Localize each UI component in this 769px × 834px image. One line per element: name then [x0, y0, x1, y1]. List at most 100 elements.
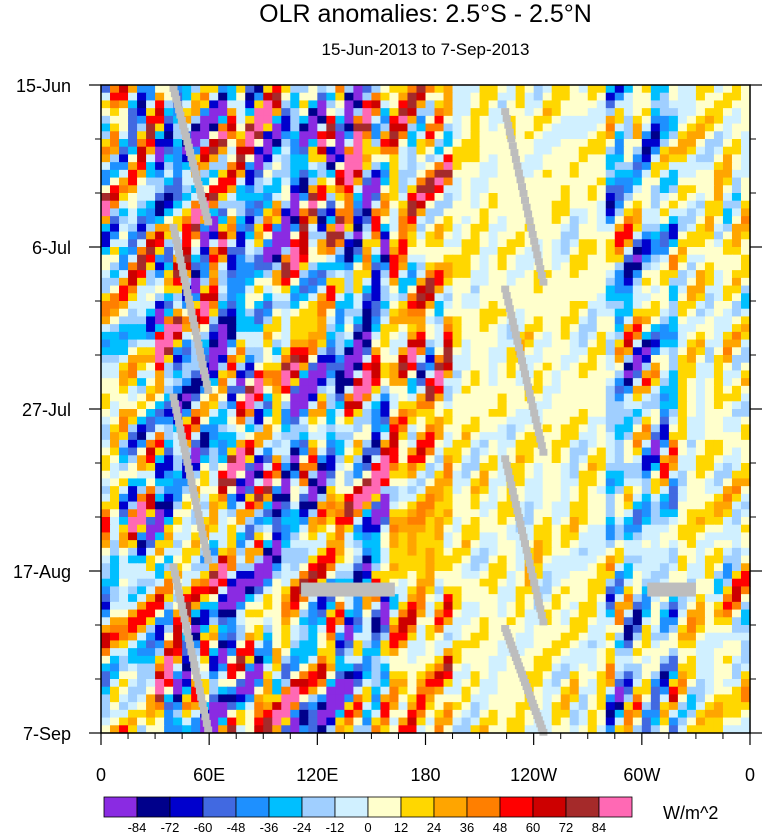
field-cell	[551, 193, 562, 202]
field-cell	[155, 439, 165, 449]
field-cell	[146, 378, 156, 387]
field-cell	[155, 563, 165, 572]
field-cell	[119, 370, 129, 379]
field-cell	[470, 254, 481, 264]
field-cell	[425, 509, 436, 518]
field-cell	[119, 478, 129, 487]
field-cell	[209, 447, 219, 456]
field-cell	[587, 146, 598, 156]
field-cell	[731, 609, 742, 618]
field-cell	[686, 432, 697, 441]
field-cell	[326, 146, 336, 156]
field-cell	[173, 439, 183, 449]
field-cell	[452, 100, 463, 109]
field-cell	[452, 162, 463, 171]
field-cell	[281, 532, 291, 541]
field-cell	[488, 594, 499, 603]
field-cell	[227, 154, 237, 163]
field-cell	[263, 617, 273, 626]
field-cell	[299, 571, 309, 580]
field-cell	[191, 532, 201, 541]
field-cell	[605, 563, 616, 572]
field-cell	[650, 331, 661, 341]
field-cell	[587, 424, 598, 433]
field-cell	[578, 370, 589, 379]
field-cell	[650, 146, 661, 156]
field-cell	[740, 594, 751, 603]
field-cell	[191, 571, 201, 580]
field-cell	[695, 146, 706, 156]
field-cell	[542, 424, 553, 433]
field-cell	[317, 401, 327, 410]
field-cell	[434, 547, 445, 557]
field-cell	[128, 486, 138, 495]
field-cell	[362, 463, 373, 472]
field-cell	[101, 486, 111, 495]
field-cell	[236, 92, 246, 102]
field-cell	[497, 185, 508, 194]
field-cell	[416, 362, 427, 372]
field-cell	[596, 301, 607, 310]
field-cell	[371, 85, 382, 94]
field-cell	[245, 571, 255, 580]
field-cell	[677, 162, 688, 171]
field-cell	[470, 200, 481, 210]
field-cell	[515, 609, 526, 618]
field-cell	[434, 501, 445, 510]
field-cell	[254, 532, 264, 541]
field-cell	[461, 486, 472, 495]
field-cell	[272, 463, 282, 472]
field-cell	[353, 370, 363, 379]
field-cell	[191, 139, 201, 148]
field-cell	[146, 331, 156, 341]
field-cell	[524, 524, 535, 534]
field-cell	[110, 555, 120, 564]
field-cell	[560, 378, 571, 387]
field-cell	[218, 378, 228, 387]
field-cell	[290, 563, 300, 572]
field-cell	[614, 555, 625, 564]
field-cell	[407, 547, 418, 557]
field-cell	[290, 316, 300, 325]
field-cell	[272, 470, 282, 480]
field-cell	[740, 532, 751, 541]
field-cell	[308, 463, 318, 472]
field-cell	[290, 301, 300, 310]
field-cell	[443, 362, 454, 372]
field-cell	[713, 331, 724, 341]
field-cell	[443, 447, 454, 456]
field-cell	[119, 532, 129, 541]
field-cell	[506, 108, 517, 117]
field-cell	[218, 478, 228, 487]
field-cell	[569, 108, 580, 117]
field-cell	[695, 301, 706, 310]
field-cell	[731, 547, 742, 557]
field-cell	[740, 262, 751, 271]
field-cell	[722, 563, 733, 572]
field-cell	[461, 509, 472, 518]
field-cell	[110, 347, 120, 356]
field-cell	[614, 193, 625, 202]
field-cell	[731, 308, 742, 318]
field-cell	[263, 270, 273, 279]
field-cell	[263, 92, 273, 102]
field-cell	[614, 409, 625, 418]
field-cell	[731, 239, 742, 248]
field-cell	[353, 563, 363, 572]
field-cell	[137, 131, 147, 140]
field-cell	[398, 594, 409, 603]
field-cell	[515, 115, 526, 125]
field-cell	[281, 301, 291, 310]
field-cell	[110, 108, 120, 117]
field-cell	[425, 563, 436, 572]
field-cell	[596, 563, 607, 572]
field-cell	[686, 216, 697, 225]
field-cell	[200, 439, 210, 449]
field-cell	[686, 555, 697, 564]
field-cell	[101, 131, 111, 140]
field-cell	[110, 123, 120, 132]
field-cell	[587, 578, 598, 588]
field-cell	[146, 301, 156, 310]
field-cell	[146, 308, 156, 318]
field-cell	[488, 316, 499, 325]
